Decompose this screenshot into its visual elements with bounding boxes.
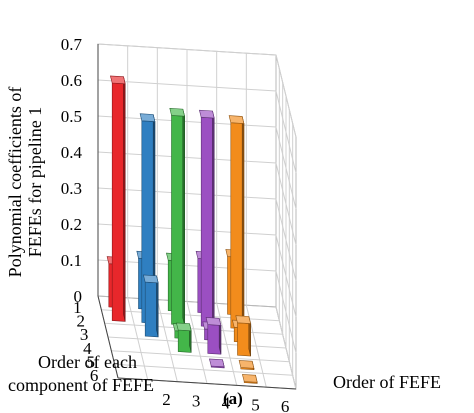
x-tick-label: 5 [251, 395, 260, 413]
floor-gridline-y [114, 363, 293, 376]
x-axis-line [117, 377, 297, 390]
x-tick-label: 6 [281, 397, 290, 413]
z-tick-label: 0.6 [61, 71, 82, 90]
bar-top-face [205, 317, 222, 326]
bar [143, 274, 159, 338]
y-axis-line [97, 295, 119, 379]
bar-top-face [228, 115, 245, 124]
bar [176, 322, 192, 353]
z-tick-label: 0.4 [61, 143, 83, 162]
z-tick-label: 0.7 [61, 35, 83, 54]
bar [199, 109, 215, 328]
bar [228, 115, 245, 330]
z-axis-label-line1: Polynomial coefficients of [5, 87, 25, 278]
bar-top-face [235, 315, 251, 324]
bar [169, 107, 185, 326]
bar-top-face [199, 109, 215, 119]
bar [139, 113, 156, 324]
y-tick-label: 2 [77, 312, 86, 331]
chart-panes [97, 43, 297, 390]
bar-side-face [156, 275, 159, 337]
bar [205, 317, 222, 355]
bar [209, 358, 225, 369]
bar-top-face [143, 274, 159, 284]
bar-top-face [209, 358, 225, 368]
bar [235, 315, 251, 357]
x-tick-label: 2 [162, 390, 171, 409]
z-tick-label: 0 [74, 287, 83, 306]
bar-side-face [212, 110, 215, 327]
z-tick-label: 0.2 [61, 215, 82, 234]
x-tick-label: 4 [222, 393, 231, 412]
y-tick-label: 4 [83, 339, 92, 358]
bar-top-face [242, 374, 258, 383]
floor-gridline-y [111, 350, 290, 363]
y-tick-label: 1 [73, 298, 82, 317]
z-tick-label: 0.5 [61, 107, 82, 126]
y-tick-label: 6 [90, 366, 99, 385]
bar-top-face [238, 360, 255, 369]
floor-gridline-y [101, 309, 280, 322]
floor-gridline-y [107, 336, 287, 349]
bar-side-face [182, 109, 185, 326]
y-axis-label-line1: Order of each [38, 352, 137, 372]
bar [242, 374, 258, 384]
panel-label: (a) [223, 389, 243, 408]
y-axis-label-line2: component of FEFE [8, 375, 154, 395]
z-tick-label: 0.1 [61, 251, 82, 270]
bar-top-face [169, 107, 185, 117]
bar-top-face [110, 75, 126, 85]
bar [238, 360, 255, 371]
y-tick-label: 5 [87, 353, 96, 372]
bar-side-face [123, 76, 126, 322]
bar-top-face [139, 113, 156, 122]
z-tick-label: 0.3 [61, 179, 82, 198]
chart-bars [106, 75, 258, 384]
bar-side-face [241, 116, 245, 329]
z-axis-label-line2: FEFEs for pipeline 1 [25, 107, 45, 258]
chart-labels: Polynomial coefficients of FEFEs for pip… [5, 87, 441, 408]
bar-top-face [176, 322, 192, 332]
x-tick-label: 3 [192, 392, 201, 411]
x-axis-label: Order of FEFE [333, 372, 441, 392]
floor-gridline-y [104, 322, 283, 335]
bar [110, 75, 126, 322]
y-tick-label: 3 [80, 325, 89, 344]
